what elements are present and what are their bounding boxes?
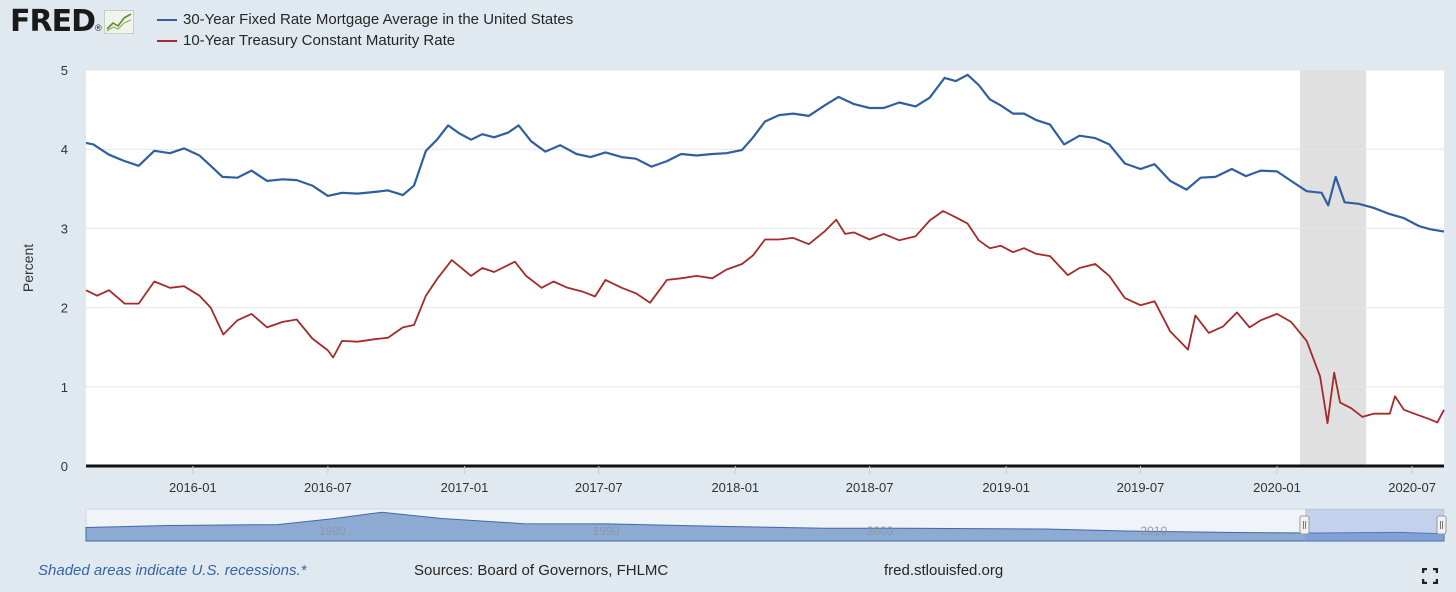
y-tick-label: 0 — [61, 459, 68, 474]
legend-item-mortgage[interactable]: 30-Year Fixed Rate Mortgage Average in t… — [157, 9, 573, 30]
grid-layer — [86, 69, 1444, 388]
range-navigator[interactable]: 1980 1990 2000 2010 — [85, 508, 1447, 542]
site-url[interactable]: fred.stlouisfed.org — [884, 562, 1004, 579]
y-tick-label: 3 — [61, 221, 68, 236]
line-chart: 0 1 2 3 4 5 2016-01 2016-07 2017-01 2017-07 2018-… — [20, 63, 1447, 542]
fullscreen-icon[interactable] — [1422, 568, 1438, 584]
navigator-series-area — [85, 511, 1445, 542]
navigator-tick-label: 2010 — [1140, 524, 1167, 538]
x-tick-label: 2016-01 — [169, 480, 217, 495]
navigator-tick-label: 1990 — [593, 524, 620, 538]
x-tick-label: 2020-01 — [1253, 480, 1301, 495]
x-tick-label: 2017-07 — [575, 480, 623, 495]
navigator-tick-label: 2000 — [867, 524, 894, 538]
x-tick-label: 2018-07 — [846, 480, 894, 495]
series-mortgage-line[interactable] — [85, 73, 1445, 233]
navigator-selection[interactable] — [1305, 509, 1444, 541]
sources-note: Sources: Board of Governors, FHLMC — [414, 562, 669, 579]
navigator-ticks: 1980 1990 2000 2010 — [319, 524, 1167, 538]
navigator-tick-label: 1980 — [319, 524, 346, 538]
line-graph-icon — [103, 9, 134, 34]
x-tick-label: 2019-07 — [1117, 480, 1165, 495]
series-treasury-line[interactable] — [85, 210, 1445, 425]
x-tick-label: 2019-01 — [982, 480, 1030, 495]
navigator-right-handle[interactable] — [1436, 515, 1447, 535]
x-tick-label: 2020-07 — [1388, 480, 1436, 495]
y-axis-label: Percent — [20, 244, 36, 292]
y-axis: 0 1 2 3 4 5 — [61, 63, 68, 474]
x-tick-label: 2017-01 — [441, 480, 489, 495]
series-layer — [85, 73, 1445, 425]
recession-band-0 — [1300, 70, 1367, 466]
x-tick-label: 2018-01 — [711, 480, 759, 495]
legend-label-mortgage: 30-Year Fixed Rate Mortgage Average in t… — [183, 11, 574, 28]
plot-area — [86, 70, 1444, 466]
x-tick-label: 2016-07 — [304, 480, 352, 495]
y-tick-label: 2 — [61, 301, 68, 316]
legend-swatch-mortgage — [157, 18, 177, 21]
fred-logo[interactable]: FRED ® — [10, 4, 134, 39]
navigator-left-handle[interactable] — [1299, 515, 1310, 535]
brand-name: FRED — [10, 4, 96, 39]
recession-note[interactable]: Shaded areas indicate U.S. recessions.* — [38, 562, 307, 579]
legend-swatch-treasury — [157, 39, 177, 42]
y-tick-label: 5 — [61, 63, 68, 78]
brand-registered-mark: ® — [95, 23, 102, 33]
legend-label-treasury: 10-Year Treasury Constant Maturity Rate — [183, 32, 456, 49]
x-axis: 2016-01 2016-07 2017-01 2017-07 2018-01 2018-… — [169, 466, 1436, 495]
y-tick-label: 4 — [61, 142, 68, 157]
y-tick-label: 1 — [61, 380, 68, 395]
recession-layer — [1300, 70, 1367, 466]
legend-item-treasury[interactable]: 10-Year Treasury Constant Maturity Rate — [157, 30, 573, 51]
legend: 30-Year Fixed Rate Mortgage Average in t… — [157, 9, 573, 51]
